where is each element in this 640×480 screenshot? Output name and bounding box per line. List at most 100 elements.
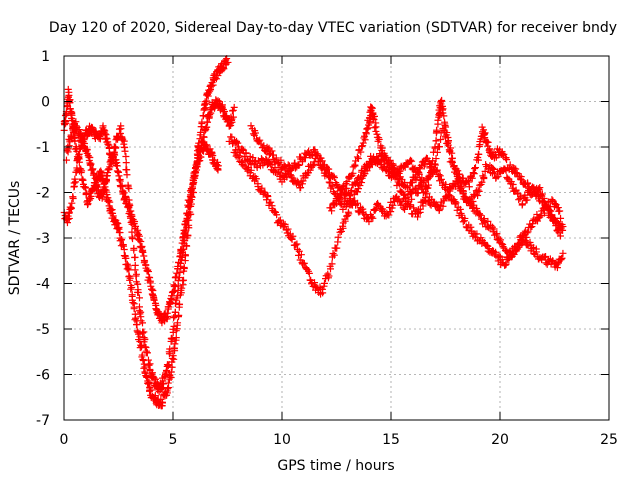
data-point <box>62 117 70 125</box>
data-point <box>277 156 285 164</box>
data-point <box>325 272 333 280</box>
data-point <box>70 179 78 187</box>
data-point <box>197 153 205 161</box>
data-point <box>339 219 347 227</box>
x-axis-label: GPS time / hours <box>277 458 394 474</box>
data-point <box>266 160 274 168</box>
data-point <box>434 116 442 124</box>
data-point <box>325 165 333 173</box>
data-point <box>130 244 138 252</box>
data-point <box>227 122 235 130</box>
data-point <box>138 319 146 327</box>
data-point <box>284 161 292 169</box>
data-point <box>446 147 454 155</box>
data-point <box>135 236 143 244</box>
data-point <box>360 172 368 180</box>
chart-title: Day 120 of 2020, Sidereal Day-to-day VTE… <box>49 20 617 36</box>
data-point <box>358 142 366 150</box>
data-point <box>485 245 493 253</box>
data-point <box>540 197 548 205</box>
data-point <box>408 157 416 165</box>
data-point <box>164 385 172 393</box>
data-point <box>69 193 77 201</box>
data-point <box>126 274 134 282</box>
data-point <box>354 185 362 193</box>
data-point <box>159 399 167 407</box>
data-point <box>425 173 433 181</box>
data-point <box>328 182 336 190</box>
data-point <box>523 196 531 204</box>
data-point <box>168 296 176 304</box>
data-point <box>164 362 172 370</box>
data-point <box>319 285 327 293</box>
data-point <box>297 251 305 259</box>
data-point <box>212 75 220 83</box>
series-track-1 <box>60 55 232 410</box>
data-point <box>120 137 128 145</box>
data-point <box>169 328 177 336</box>
x-tick-label: 10 <box>273 432 291 448</box>
data-point <box>65 88 73 96</box>
data-point <box>439 202 447 210</box>
data-point <box>396 167 404 175</box>
data-point <box>522 233 530 241</box>
data-point <box>445 191 453 199</box>
data-point <box>368 213 376 221</box>
data-point <box>461 214 469 222</box>
data-point <box>411 185 419 193</box>
data-point <box>353 153 361 161</box>
data-point <box>77 130 85 138</box>
data-point <box>521 237 529 245</box>
data-point <box>408 195 416 203</box>
y-tick-label: -2 <box>36 186 50 202</box>
data-point <box>75 126 83 134</box>
data-point <box>476 211 484 219</box>
y-tick-label: 0 <box>41 95 50 111</box>
data-point <box>354 155 362 163</box>
data-point <box>214 97 222 105</box>
data-point <box>166 348 174 356</box>
data-point <box>327 265 335 273</box>
data-point <box>136 333 144 341</box>
data-point <box>445 146 453 154</box>
data-point <box>150 296 158 304</box>
data-point <box>68 133 76 141</box>
data-point <box>353 188 361 196</box>
data-point <box>557 256 565 264</box>
data-point <box>247 166 255 174</box>
data-point <box>337 191 345 199</box>
data-point <box>242 149 250 157</box>
y-tick-label: -3 <box>36 231 50 247</box>
data-point <box>123 265 131 273</box>
data-point <box>481 129 489 137</box>
data-point <box>448 158 456 166</box>
data-point <box>134 288 142 296</box>
data-point <box>518 176 526 184</box>
data-point <box>121 147 129 155</box>
data-point <box>134 226 142 234</box>
data-point <box>350 197 358 205</box>
data-point <box>490 165 498 173</box>
data-point <box>365 218 373 226</box>
data-point <box>347 188 355 196</box>
data-point <box>73 164 81 172</box>
data-point <box>490 225 498 233</box>
data-point <box>247 160 255 168</box>
data-point <box>459 187 467 195</box>
x-tick-label: 0 <box>60 432 69 448</box>
data-point <box>207 109 215 117</box>
data-point <box>371 124 379 132</box>
data-point <box>349 163 357 171</box>
data-point <box>523 229 531 237</box>
y-tick-label: -4 <box>36 277 50 293</box>
series-track-4 <box>225 133 565 264</box>
data-point <box>141 343 149 351</box>
data-point <box>203 97 211 105</box>
data-point <box>333 244 341 252</box>
data-point <box>357 148 365 156</box>
data-point <box>98 170 106 178</box>
data-point <box>311 279 319 287</box>
data-point <box>433 128 441 136</box>
data-point <box>518 200 526 208</box>
data-point <box>67 204 75 212</box>
